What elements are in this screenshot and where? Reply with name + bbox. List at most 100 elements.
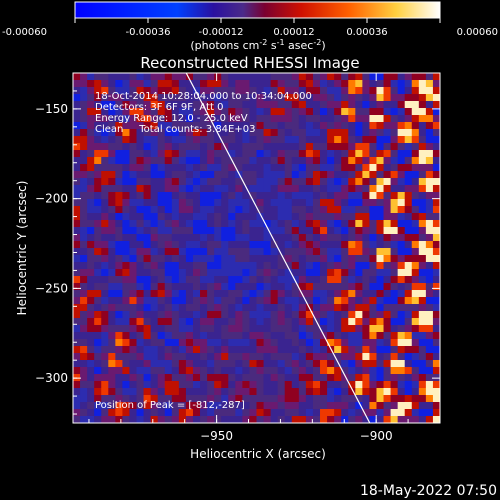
image-pixel [270, 185, 279, 193]
image-pixel [312, 311, 321, 319]
image-pixel [87, 87, 95, 95]
image-pixel [143, 80, 152, 88]
image-pixel [178, 206, 187, 214]
image-pixel [192, 283, 201, 291]
image-pixel [284, 234, 293, 242]
image-pixel [143, 374, 152, 382]
image-pixel [411, 101, 420, 109]
image-pixel [376, 409, 384, 417]
image-pixel [327, 360, 335, 368]
image-pixel [143, 255, 152, 263]
image-pixel [87, 283, 95, 291]
image-pixel [291, 73, 300, 81]
image-pixel [192, 157, 201, 165]
image-pixel [355, 101, 363, 109]
image-pixel [397, 234, 406, 242]
image-pixel [298, 108, 307, 116]
image-pixel [200, 157, 208, 165]
image-pixel [425, 143, 434, 151]
image-pixel [348, 318, 356, 326]
image-pixel [129, 416, 137, 423]
image-pixel [270, 290, 279, 298]
image-pixel [249, 262, 257, 270]
image-pixel [221, 395, 229, 403]
image-pixel [277, 269, 286, 277]
image-pixel [150, 164, 159, 172]
image-pixel [249, 178, 257, 186]
image-pixel [171, 297, 180, 305]
image-pixel [327, 122, 335, 130]
image-pixel [369, 360, 377, 368]
image-pixel [348, 101, 356, 109]
image-pixel [432, 178, 440, 186]
image-pixel [270, 409, 279, 417]
image-pixel [383, 192, 391, 200]
image-pixel [108, 283, 116, 291]
image-pixel [277, 353, 286, 361]
image-pixel [298, 150, 307, 158]
image-pixel [200, 227, 208, 235]
image-pixel [418, 248, 427, 256]
image-pixel [101, 178, 109, 186]
image-pixel [94, 311, 102, 319]
image-pixel [390, 164, 399, 172]
image-pixel [101, 206, 109, 214]
image-pixel [348, 409, 356, 417]
image-pixel [115, 171, 123, 179]
image-pixel [101, 262, 109, 270]
image-pixel [73, 234, 81, 242]
image-pixel [73, 255, 81, 263]
image-pixel [185, 353, 194, 361]
image-pixel [411, 129, 420, 137]
image-pixel [207, 234, 215, 242]
image-pixel [411, 290, 420, 298]
image-pixel [341, 255, 349, 263]
image-pixel [320, 339, 328, 347]
image-pixel [108, 122, 116, 130]
image-pixel [376, 332, 384, 340]
image-pixel [320, 255, 328, 263]
image-pixel [411, 227, 420, 235]
image-pixel [178, 297, 187, 305]
image-pixel [334, 157, 342, 165]
image-pixel [291, 360, 300, 368]
image-pixel [192, 94, 201, 102]
image-pixel [143, 241, 152, 249]
image-pixel [334, 402, 342, 410]
image-pixel [221, 269, 229, 277]
image-pixel [390, 73, 399, 81]
image-pixel [298, 136, 307, 144]
y-tick-label: −150 [35, 102, 68, 116]
image-pixel [425, 129, 434, 137]
image-pixel [157, 108, 166, 116]
image-pixel [228, 199, 236, 207]
image-pixel [327, 157, 335, 165]
image-pixel [108, 136, 116, 144]
image-pixel [256, 199, 264, 207]
x-axis-label: Heliocentric X (arcsec) [190, 447, 326, 461]
image-pixel [404, 311, 413, 319]
image-pixel [101, 297, 109, 305]
image-pixel [150, 353, 159, 361]
image-pixel [207, 311, 215, 319]
image-pixel [136, 122, 144, 130]
image-pixel [122, 171, 130, 179]
image-pixel [369, 178, 377, 186]
image-pixel [228, 381, 236, 389]
image-pixel [327, 80, 335, 88]
image-pixel [327, 395, 335, 403]
image-pixel [108, 234, 116, 242]
image-pixel [87, 213, 95, 221]
image-pixel [73, 360, 81, 368]
image-pixel [221, 318, 229, 326]
image-pixel [327, 199, 335, 207]
image-pixel [185, 157, 194, 165]
image-pixel [136, 367, 144, 375]
image-pixel [284, 297, 293, 305]
image-pixel [143, 234, 152, 242]
image-pixel [263, 178, 272, 186]
image-pixel [320, 360, 328, 368]
image-pixel [122, 339, 130, 347]
image-pixel [284, 360, 293, 368]
image-pixel [178, 269, 187, 277]
